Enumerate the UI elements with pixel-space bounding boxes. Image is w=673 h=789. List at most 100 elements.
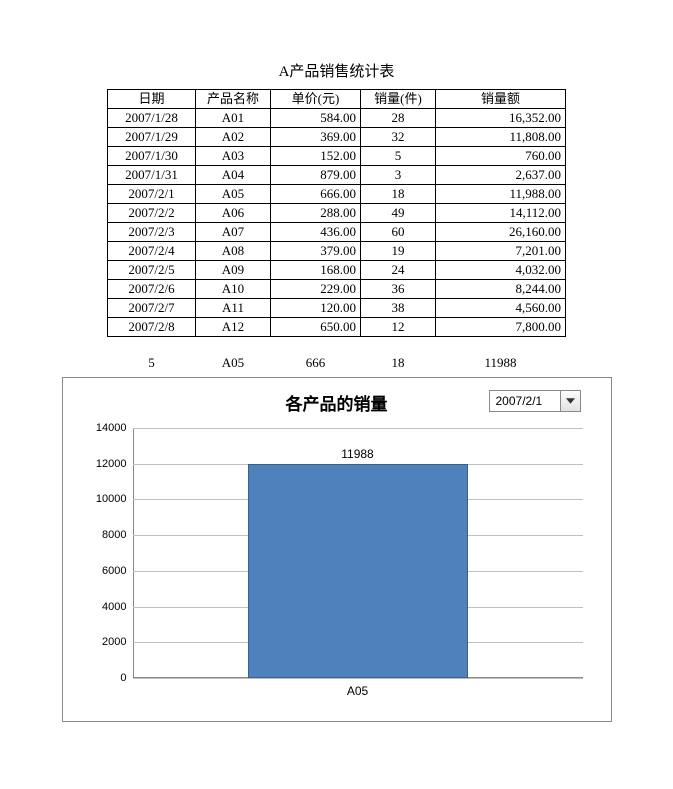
table-cell: 8,244.00 bbox=[436, 280, 566, 299]
table-cell: 436.00 bbox=[271, 223, 361, 242]
y-tick-label: 4000 bbox=[102, 601, 126, 613]
selected-index: 5 bbox=[108, 355, 196, 371]
table-row: 2007/1/29A02369.003211,808.00 bbox=[108, 128, 566, 147]
col-price: 单价(元) bbox=[271, 90, 361, 109]
y-tick-label: 10000 bbox=[96, 493, 127, 505]
y-tick-label: 8000 bbox=[102, 529, 126, 541]
table-cell: 584.00 bbox=[271, 109, 361, 128]
table-cell: 2007/2/5 bbox=[108, 261, 196, 280]
y-tick-label: 14000 bbox=[96, 422, 127, 434]
table-row: 2007/2/4A08379.00197,201.00 bbox=[108, 242, 566, 261]
table-row: 2007/2/1A05666.001811,988.00 bbox=[108, 185, 566, 204]
table-cell: 18 bbox=[361, 185, 436, 204]
chart-bar: 11988 bbox=[248, 464, 468, 678]
table-cell: 32 bbox=[361, 128, 436, 147]
gridline bbox=[133, 428, 583, 429]
table-cell: 2007/1/31 bbox=[108, 166, 196, 185]
bar-value-label: 11988 bbox=[249, 447, 467, 461]
table-cell: 650.00 bbox=[271, 318, 361, 337]
table-cell: A06 bbox=[196, 204, 271, 223]
x-tick-label: A05 bbox=[347, 684, 368, 698]
table-cell: A01 bbox=[196, 109, 271, 128]
table-cell: 2007/1/29 bbox=[108, 128, 196, 147]
table-row: 2007/2/3A07436.006026,160.00 bbox=[108, 223, 566, 242]
table-cell: A09 bbox=[196, 261, 271, 280]
table-row: 2007/2/8A12650.00127,800.00 bbox=[108, 318, 566, 337]
table-cell: 11,988.00 bbox=[436, 185, 566, 204]
chart-plot: 0200040006000800010000120001400011988A05 bbox=[133, 428, 583, 678]
table-cell: 4,032.00 bbox=[436, 261, 566, 280]
table-cell: 28 bbox=[361, 109, 436, 128]
table-cell: 2007/2/4 bbox=[108, 242, 196, 261]
table-cell: 760.00 bbox=[436, 147, 566, 166]
table-cell: 3 bbox=[361, 166, 436, 185]
table-cell: 38 bbox=[361, 299, 436, 318]
table-cell: 2007/2/3 bbox=[108, 223, 196, 242]
table-cell: 666.00 bbox=[271, 185, 361, 204]
col-amount: 销量额 bbox=[436, 90, 566, 109]
selected-row: 5 A05 666 18 11988 bbox=[108, 355, 566, 371]
table-row: 2007/2/7A11120.00384,560.00 bbox=[108, 299, 566, 318]
table-cell: 229.00 bbox=[271, 280, 361, 299]
col-qty: 销量(件) bbox=[361, 90, 436, 109]
table-cell: 19 bbox=[361, 242, 436, 261]
table-cell: 2007/2/7 bbox=[108, 299, 196, 318]
table-cell: 152.00 bbox=[271, 147, 361, 166]
table-header-row: 日期 产品名称 单价(元) 销量(件) 销量额 bbox=[108, 90, 566, 109]
chevron-down-icon[interactable] bbox=[560, 391, 580, 411]
table-cell: 2007/2/8 bbox=[108, 318, 196, 337]
table-cell: A02 bbox=[196, 128, 271, 147]
table-row: 2007/2/5A09168.00244,032.00 bbox=[108, 261, 566, 280]
table-cell: 11,808.00 bbox=[436, 128, 566, 147]
table-cell: 7,800.00 bbox=[436, 318, 566, 337]
table-cell: 2007/2/1 bbox=[108, 185, 196, 204]
table-cell: 2007/1/30 bbox=[108, 147, 196, 166]
table-cell: A10 bbox=[196, 280, 271, 299]
y-tick-label: 12000 bbox=[96, 458, 127, 470]
table-cell: 369.00 bbox=[271, 128, 361, 147]
y-tick-label: 6000 bbox=[102, 565, 126, 577]
table-cell: 879.00 bbox=[271, 166, 361, 185]
table-cell: A11 bbox=[196, 299, 271, 318]
table-cell: A05 bbox=[196, 185, 271, 204]
selected-price: 666 bbox=[271, 355, 361, 371]
table-cell: 49 bbox=[361, 204, 436, 223]
table-cell: 12 bbox=[361, 318, 436, 337]
y-axis bbox=[133, 428, 134, 678]
gridline bbox=[133, 678, 583, 679]
table-cell: 16,352.00 bbox=[436, 109, 566, 128]
table-row: 2007/1/30A03152.005760.00 bbox=[108, 147, 566, 166]
table-cell: A03 bbox=[196, 147, 271, 166]
table-row: 2007/1/28A01584.002816,352.00 bbox=[108, 109, 566, 128]
table-cell: 2,637.00 bbox=[436, 166, 566, 185]
table-cell: 168.00 bbox=[271, 261, 361, 280]
y-tick-label: 0 bbox=[120, 672, 126, 684]
table-cell: 26,160.00 bbox=[436, 223, 566, 242]
dropdown-value: 2007/2/1 bbox=[490, 391, 560, 411]
table-cell: 7,201.00 bbox=[436, 242, 566, 261]
col-name: 产品名称 bbox=[196, 90, 271, 109]
table-cell: 2007/2/6 bbox=[108, 280, 196, 299]
table-cell: 120.00 bbox=[271, 299, 361, 318]
table-cell: 379.00 bbox=[271, 242, 361, 261]
selected-amount: 11988 bbox=[436, 355, 566, 371]
table-row: 2007/2/6A10229.00368,244.00 bbox=[108, 280, 566, 299]
table-cell: 14,112.00 bbox=[436, 204, 566, 223]
table-cell: 2007/2/2 bbox=[108, 204, 196, 223]
col-date: 日期 bbox=[108, 90, 196, 109]
table-cell: 24 bbox=[361, 261, 436, 280]
table-cell: 5 bbox=[361, 147, 436, 166]
table-cell: A08 bbox=[196, 242, 271, 261]
chart-container: 各产品的销量 2007/2/1 020004000600080001000012… bbox=[62, 377, 612, 722]
page-title: A产品销售统计表 bbox=[0, 60, 673, 81]
selected-name: A05 bbox=[196, 355, 271, 371]
table-cell: A04 bbox=[196, 166, 271, 185]
table-cell: 288.00 bbox=[271, 204, 361, 223]
table-cell: A07 bbox=[196, 223, 271, 242]
selected-qty: 18 bbox=[361, 355, 436, 371]
table-cell: 36 bbox=[361, 280, 436, 299]
date-dropdown[interactable]: 2007/2/1 bbox=[489, 390, 581, 412]
table-cell: A12 bbox=[196, 318, 271, 337]
table-row: 2007/1/31A04879.0032,637.00 bbox=[108, 166, 566, 185]
sales-table: 日期 产品名称 单价(元) 销量(件) 销量额 2007/1/28A01584.… bbox=[107, 89, 566, 337]
